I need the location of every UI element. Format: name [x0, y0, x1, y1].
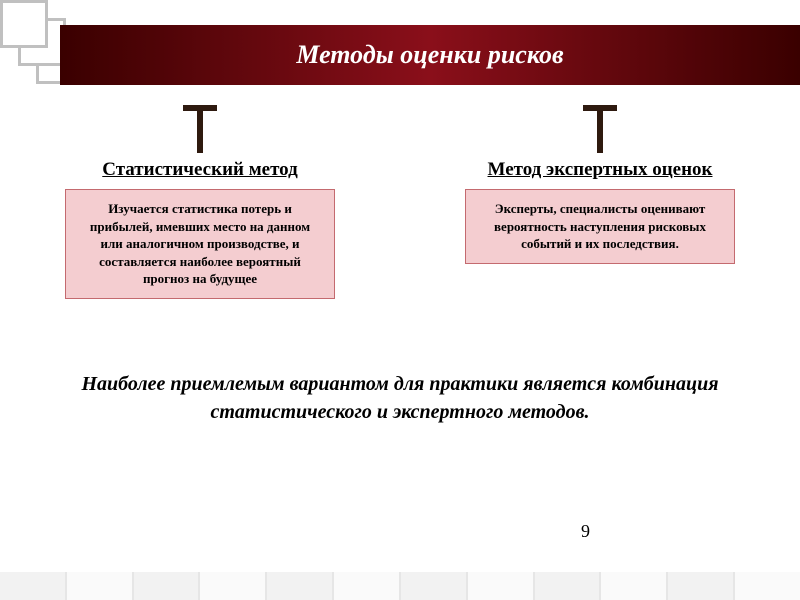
method-column: Статистический метод Изучается статистика… — [0, 105, 400, 299]
method-title: Метод экспертных оценок — [488, 159, 713, 181]
methods-row: Статистический метод Изучается статистика… — [0, 105, 800, 299]
connector-icon — [583, 105, 617, 153]
title-bar: Методы оценки рисков — [60, 25, 800, 85]
title-text: Методы оценки рисков — [296, 40, 563, 70]
conclusion-text: Наиболее приемлемым вариантом для практи… — [80, 370, 720, 426]
connector-icon — [183, 105, 217, 153]
bottom-decoration — [0, 572, 800, 600]
method-description: Изучается статистика потерь и прибылей, … — [65, 189, 335, 299]
method-column: Метод экспертных оценок Эксперты, специал… — [400, 105, 800, 299]
method-description: Эксперты, специалисты оценивают вероятно… — [465, 189, 735, 264]
page-number: 9 — [581, 521, 590, 542]
method-title: Статистический метод — [102, 159, 297, 181]
